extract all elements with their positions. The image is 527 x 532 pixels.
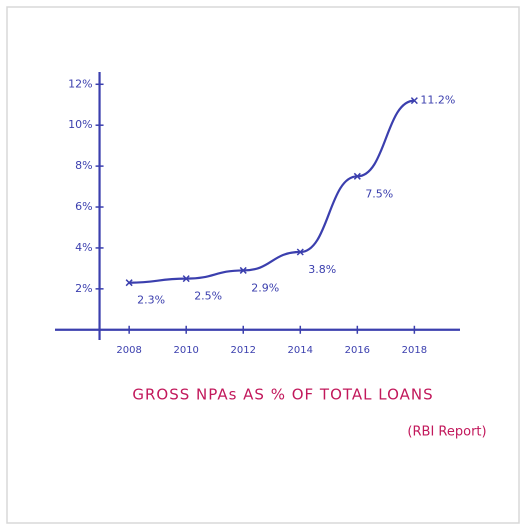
data-label: 11.2%: [420, 94, 455, 107]
data-label: 2.3%: [137, 294, 165, 307]
x-tick-label: 2010: [173, 345, 198, 356]
y-tick-label: 4%: [75, 241, 92, 254]
y-tick-label: 10%: [68, 118, 92, 131]
x-tick-label: 2014: [288, 345, 313, 356]
y-tick-label: 6%: [75, 200, 92, 213]
x-tick-label: 2008: [116, 345, 141, 356]
chart-title: GROSS NPAs AS % OF TOTAL LOANS: [132, 386, 433, 404]
x-tick-label: 2016: [345, 345, 370, 356]
data-label: 2.9%: [251, 281, 279, 294]
y-tick-label: 12%: [68, 77, 92, 90]
y-tick-label: 2%: [75, 282, 92, 295]
y-tick-label: 8%: [75, 159, 92, 172]
chart: GROSS NPAs AS % OF TOTAL LOANS (RBI Repo…: [0, 0, 527, 532]
x-tick-label: 2018: [402, 345, 427, 356]
data-label: 7.5%: [365, 187, 393, 200]
data-label: 3.8%: [308, 263, 336, 276]
chart-subtitle: (RBI Report): [407, 425, 486, 440]
data-label: 2.5%: [194, 290, 222, 303]
x-tick-label: 2012: [231, 345, 256, 356]
